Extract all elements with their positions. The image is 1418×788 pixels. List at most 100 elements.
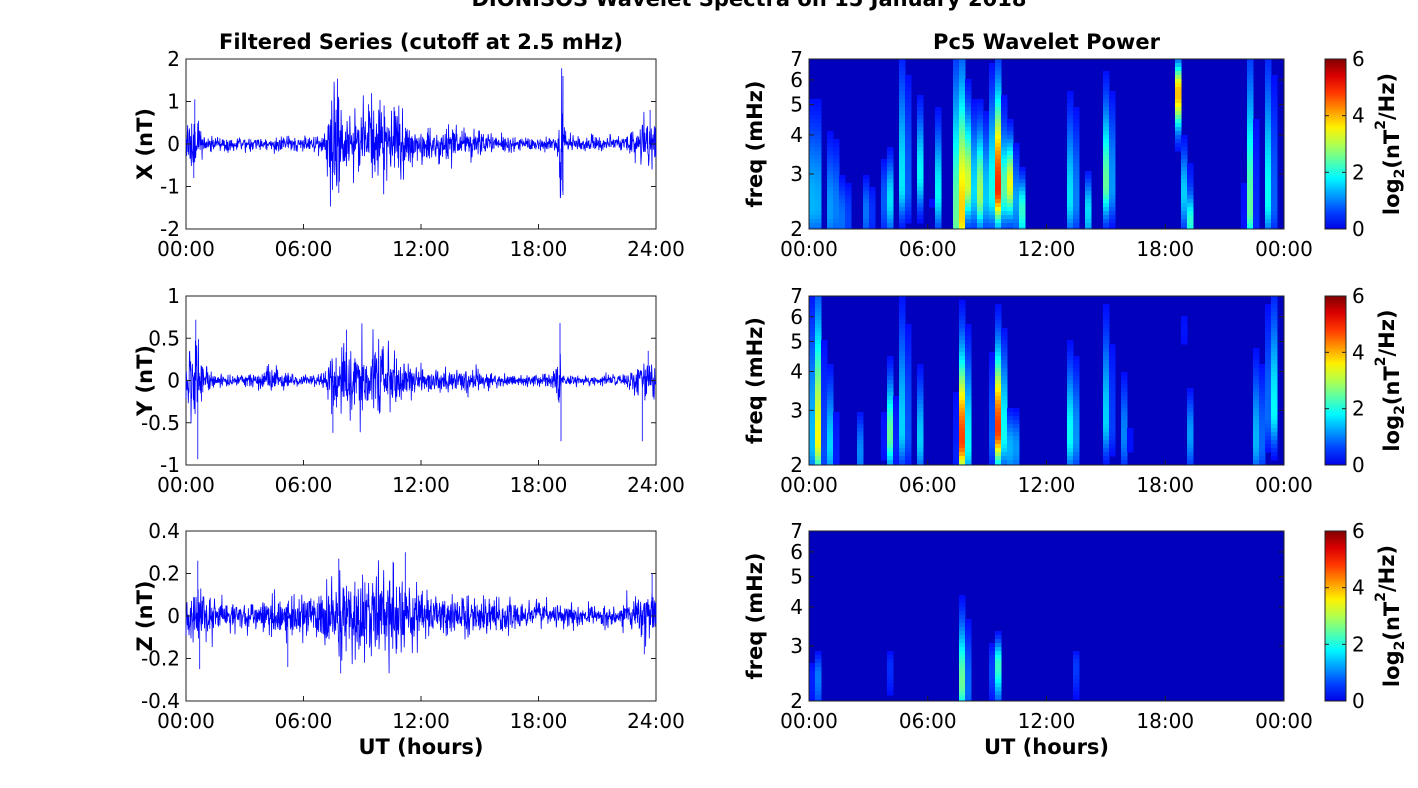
heatmap-cell: [953, 131, 960, 136]
x-tick-label: 00:00: [780, 709, 838, 733]
heatmap-cell: [953, 436, 960, 441]
heatmap-cell: [1265, 135, 1272, 140]
heatmap-cell: [1103, 223, 1110, 228]
heatmap-cell: [959, 199, 966, 204]
heatmap-cell: [1001, 151, 1008, 156]
heatmap-cell: [1121, 440, 1128, 445]
heatmap-cell: [839, 211, 846, 216]
heatmap-cell: [959, 300, 966, 305]
heatmap-cell: [959, 412, 966, 417]
heatmap-cell: [953, 183, 960, 188]
heatmap-cell: [815, 179, 822, 184]
heatmap-cell: [863, 175, 870, 180]
heatmap-cell: [989, 123, 996, 128]
x-tick-label: 00:00: [780, 237, 838, 261]
heatmap-cell: [1067, 195, 1074, 200]
heatmap-cell: [821, 400, 828, 405]
heatmap-cell: [845, 207, 852, 212]
heatmap-cell: [1271, 203, 1278, 208]
heatmap-cell: [1001, 420, 1008, 425]
heatmap-cell: [815, 687, 822, 692]
heatmap-cell: [893, 416, 900, 421]
heatmap-cell: [821, 444, 828, 449]
heatmap-cell: [995, 79, 1002, 84]
heatmap-cell: [1271, 199, 1278, 204]
heatmap-cell: [905, 364, 912, 369]
heatmap-cell: [905, 412, 912, 417]
heatmap-cell: [1271, 223, 1278, 228]
colorbar-label-part: log: [1380, 415, 1404, 452]
heatmap-cell: [1271, 432, 1278, 437]
heatmap-cell: [1067, 203, 1074, 208]
heatmap-cell: [887, 687, 894, 692]
heatmap-cell: [959, 615, 966, 620]
heatmap-cell: [1181, 175, 1188, 180]
heatmap-cell: [965, 107, 972, 112]
heatmap-cell: [1103, 420, 1110, 425]
heatmap-cell: [905, 328, 912, 333]
heatmap-cell: [917, 195, 924, 200]
heatmap-cell: [965, 195, 972, 200]
heatmap-cell: [815, 432, 822, 437]
heatmap-cell: [899, 344, 906, 349]
heatmap-cell: [815, 143, 822, 148]
heatmap-cell: [959, 344, 966, 349]
heatmap-cell: [1073, 199, 1080, 204]
heatmap-cell: [1271, 139, 1278, 144]
heatmap-cell: [1019, 199, 1026, 204]
heatmap-cell: [1073, 123, 1080, 128]
heatmap-cell: [905, 171, 912, 176]
heatmap-cell: [929, 199, 936, 204]
heatmap-cell: [1265, 404, 1272, 409]
heatmap-cell: [989, 675, 996, 680]
heatmap-cell: [1121, 404, 1128, 409]
heatmap-cell: [1265, 59, 1272, 64]
heatmap-cell: [989, 647, 996, 652]
heatmap-cell: [809, 199, 816, 204]
heatmap-cell: [1067, 107, 1074, 112]
heatmap-cell: [1109, 95, 1116, 100]
heatmap-cell: [1271, 384, 1278, 389]
heatmap-cell: [1001, 460, 1008, 465]
heatmap-cell: [959, 619, 966, 624]
heatmap-cell: [959, 87, 966, 92]
heatmap-cell: [953, 195, 960, 200]
y-tick-label: 0: [167, 604, 180, 628]
heatmap-cell: [809, 151, 816, 156]
heatmap-cell: [815, 127, 822, 132]
heatmap-cell: [881, 183, 888, 188]
heatmap-cell: [1259, 424, 1266, 429]
heatmap-cell: [809, 219, 816, 224]
heatmap-cell: [1013, 155, 1020, 160]
heatmap-cell: [1121, 400, 1128, 405]
heatmap-cell: [1181, 316, 1188, 321]
heatmap-cell: [881, 215, 888, 220]
heatmap-cell: [1103, 195, 1110, 200]
heatmap-cell: [989, 107, 996, 112]
heatmap-cell: [815, 699, 822, 701]
heatmap-cell: [887, 167, 894, 172]
heatmap-cell: [1001, 384, 1008, 389]
heatmap-cell: [1103, 320, 1110, 325]
heatmap-cell: [1187, 388, 1194, 393]
heatmap-cell: [959, 59, 966, 64]
heatmap-cell: [1013, 179, 1020, 184]
heatmap-cell: [959, 432, 966, 437]
heatmap-cell: [971, 119, 978, 124]
heatmap-cell: [989, 183, 996, 188]
heatmap-cell: [1121, 432, 1128, 437]
heatmap-cell: [953, 199, 960, 204]
heatmap-cell: [1259, 376, 1266, 381]
heatmap-cell: [1271, 79, 1278, 84]
y-tick-label: 4: [790, 595, 803, 619]
heatmap-cell: [827, 440, 834, 445]
heatmap-cell: [809, 340, 816, 345]
heatmap-cell: [839, 187, 846, 192]
heatmap-cell: [971, 135, 978, 140]
heatmap-cell: [989, 396, 996, 401]
heatmap-cell: [833, 151, 840, 156]
heatmap-cell: [995, 191, 1002, 196]
heatmap-cell: [953, 139, 960, 144]
heatmap-cell: [995, 448, 1002, 453]
colorbar-bar: [1324, 295, 1347, 466]
